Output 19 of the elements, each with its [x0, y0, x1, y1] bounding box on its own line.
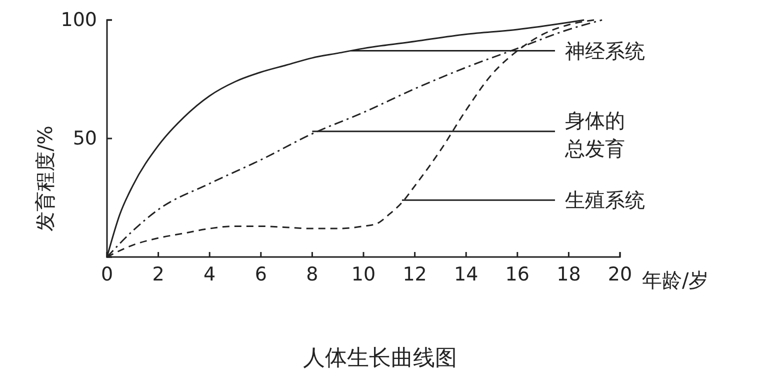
x-tick-label: 14 — [454, 263, 478, 286]
x-tick-label: 2 — [152, 263, 164, 286]
x-tick-label: 4 — [204, 263, 216, 286]
annotation: 身体的总发育 — [564, 108, 625, 160]
x-tick-label: 10 — [351, 263, 376, 286]
x-tick-label: 18 — [556, 263, 581, 286]
annotation: 生殖系统 — [565, 188, 645, 212]
text: 人体生长曲线图 — [303, 346, 457, 371]
x-tick-label: 12 — [402, 263, 427, 286]
x-tick-label: 0 — [100, 263, 114, 286]
x-tick-label: 16 — [505, 263, 530, 286]
y-tick-label: 100 — [60, 9, 97, 32]
x-tick-label: 6 — [254, 263, 267, 286]
y-tick-label: 50 — [72, 128, 97, 150]
x-axis-title: 年龄/岁 — [642, 268, 709, 292]
x-tick-label: 20 — [608, 263, 632, 286]
y-axis-title: 发育程度/% — [33, 126, 57, 232]
x-tick-label: 8 — [306, 263, 318, 286]
annotation: 神经系统 — [565, 38, 645, 63]
